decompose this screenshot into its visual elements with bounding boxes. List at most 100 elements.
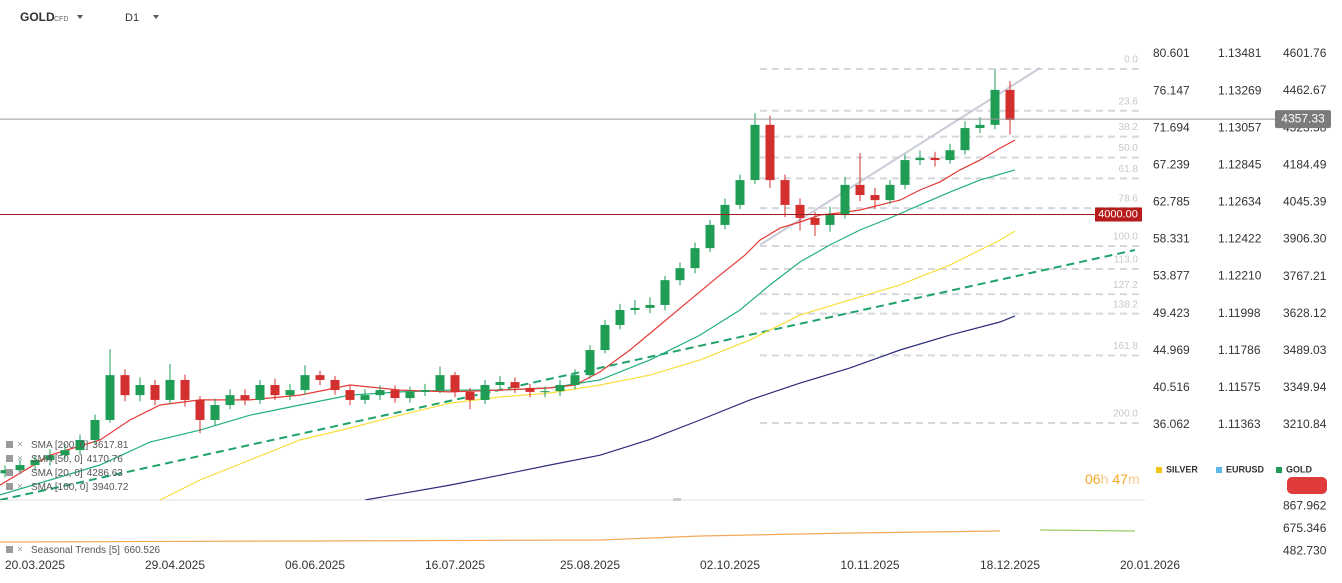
legend-icon <box>6 441 13 448</box>
candle-body <box>570 375 580 385</box>
x-tick-label: 10.11.2025 <box>840 558 899 572</box>
legend-icon <box>6 469 13 476</box>
candle-body <box>360 395 370 400</box>
secondary-tick-label: 1.11786 <box>1218 343 1261 357</box>
candle-body <box>330 379 340 391</box>
sma-line <box>364 315 1016 500</box>
candle-body <box>630 307 640 311</box>
indicator-line <box>0 530 1001 543</box>
candle-body <box>210 405 220 420</box>
fib-label: 138.2 <box>1113 299 1138 310</box>
candle-body <box>165 379 175 400</box>
legend-icon <box>6 483 13 490</box>
legend-close: × <box>17 482 23 493</box>
y-tick-label: 3210.84 <box>1283 417 1327 431</box>
resize-handle[interactable] <box>673 498 681 501</box>
timer-part: 06 <box>1085 471 1101 487</box>
secondary-tick-label: 1.11363 <box>1218 417 1261 431</box>
legend-swatch <box>1276 467 1282 473</box>
sma-line <box>0 139 1016 486</box>
x-tick-label: 20.01.2026 <box>1120 558 1180 572</box>
y-tick-label: 3349.94 <box>1283 380 1327 394</box>
sma-label: SMA [100, 0] <box>31 482 88 493</box>
fib-label: 127.2 <box>1113 280 1138 291</box>
last-price-label: 4357.33 <box>1281 111 1325 125</box>
legend-label: GOLD <box>1286 464 1312 474</box>
candle-body <box>1005 89 1015 121</box>
candle-body <box>0 470 10 474</box>
candle-body <box>90 419 100 440</box>
y-tick-label: 4045.39 <box>1283 195 1327 209</box>
candle-body <box>825 215 835 225</box>
candle-body <box>495 382 505 385</box>
sma-legend: SMA [100, 0] 3940.72 <box>31 482 129 493</box>
candle-body <box>795 204 805 218</box>
fib-label: 23.6 <box>1119 96 1139 107</box>
candle-body <box>60 450 70 456</box>
sma-value: 3940.72 <box>92 482 129 493</box>
symbol[interactable]: GOLD <box>20 10 55 24</box>
legend-swatch <box>1216 467 1222 473</box>
x-tick-label: 20.03.2025 <box>5 558 65 572</box>
sma-legend: SMA [20, 0] 4286.63 <box>31 468 123 479</box>
y-tick-label: 3767.21 <box>1283 269 1327 283</box>
sma-label: SMA [50, 0] <box>31 454 83 465</box>
fib-label: 100.0 <box>1113 232 1138 243</box>
candle-body <box>675 268 685 281</box>
timer-part: m <box>1128 471 1140 487</box>
symbol-kind: CFD <box>54 16 68 23</box>
timeframe[interactable]: D1 <box>125 12 139 24</box>
candle-body <box>810 217 820 225</box>
fib-label: 78.6 <box>1119 194 1139 205</box>
candle-body <box>585 350 595 376</box>
y-tick-label: 4184.49 <box>1283 157 1327 171</box>
timer: 06h 47m <box>1085 471 1140 487</box>
candle-body <box>540 391 550 393</box>
secondary-tick-label: 80.601 <box>1153 46 1190 60</box>
secondary-tick-label: 58.331 <box>1153 232 1190 246</box>
candle-body <box>480 385 490 400</box>
candle-body <box>885 184 895 201</box>
level-label: 4000.00 <box>1098 208 1138 220</box>
secondary-tick-label: 1.12422 <box>1218 232 1262 246</box>
secondary-tick-label: 1.11998 <box>1218 306 1261 320</box>
trendline <box>0 249 1136 500</box>
timer-part: 47 <box>1112 471 1128 487</box>
dropdown-arrow[interactable] <box>77 15 83 19</box>
candle-body <box>945 150 955 161</box>
indicator-forecast <box>1039 529 1136 532</box>
secondary-tick-label: 1.13057 <box>1218 120 1262 134</box>
candle-body <box>930 157 940 161</box>
y-tick-label: 4601.76 <box>1283 46 1327 60</box>
legend-close: × <box>17 545 23 556</box>
secondary-tick-label: 71.694 <box>1153 120 1190 134</box>
fib-label: 0.0 <box>1124 55 1138 66</box>
candle-body <box>510 382 520 388</box>
x-tick-label: 16.07.2025 <box>425 558 485 572</box>
sma-label: SMA [200, 0] <box>31 440 88 451</box>
y-tick-label: 3489.03 <box>1283 343 1327 357</box>
legend-close: × <box>17 454 23 465</box>
secondary-tick-label: 49.423 <box>1153 306 1190 320</box>
secondary-tick-label: 1.12634 <box>1218 194 1262 208</box>
candle-body <box>120 375 130 396</box>
candle-body <box>840 184 850 216</box>
indicator-value: 660.526 <box>124 545 161 556</box>
candle-body <box>960 128 970 151</box>
indicator-tick-label: 482.730 <box>1283 544 1327 558</box>
candle-body <box>405 391 415 399</box>
secondary-tick-label: 67.239 <box>1153 157 1190 171</box>
candle-body <box>915 157 925 161</box>
candle-body <box>555 385 565 392</box>
dropdown-arrow[interactable] <box>153 15 159 19</box>
y-tick-label: 3906.30 <box>1283 232 1327 246</box>
legend-icon <box>6 546 13 553</box>
candle-body <box>315 375 325 380</box>
secondary-tick-label: 1.12210 <box>1218 269 1262 283</box>
trade-button[interactable] <box>1287 477 1327 494</box>
sma-legend: SMA [50, 0] 4170.76 <box>31 454 123 465</box>
secondary-tick-label: 40.516 <box>1153 380 1190 394</box>
candle-body <box>855 184 865 196</box>
sma-value: 4170.76 <box>87 454 124 465</box>
